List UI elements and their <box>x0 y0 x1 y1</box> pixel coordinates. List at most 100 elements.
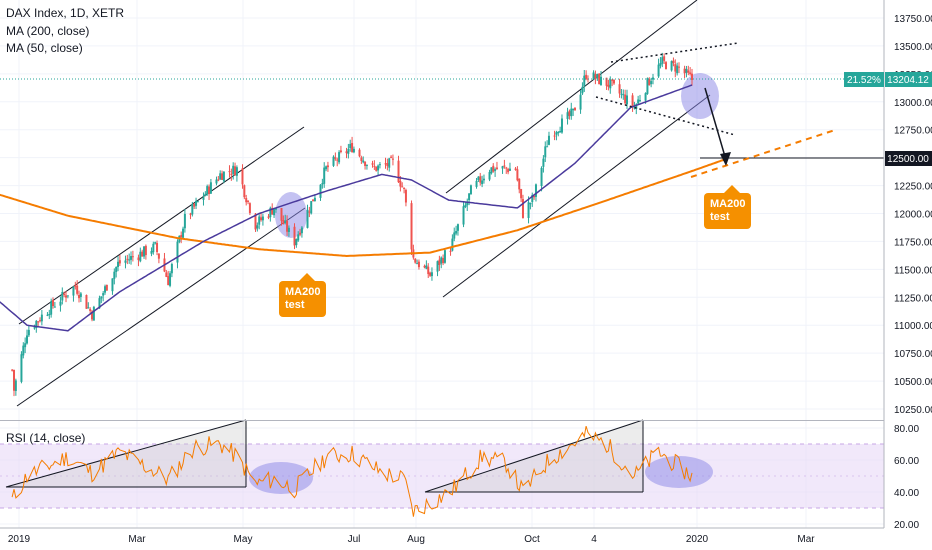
candle-up <box>113 271 116 279</box>
candle-up <box>557 131 560 134</box>
time-tick-label: Aug <box>407 534 425 545</box>
candle-up <box>35 320 38 328</box>
candle-down <box>76 285 79 294</box>
candle-up <box>128 259 131 261</box>
legend-title: DAX Index, 1D, XETR <box>6 6 125 20</box>
rsi-band-fill <box>0 444 884 508</box>
candle-up <box>501 166 504 169</box>
candle-up <box>152 243 155 253</box>
candle-up <box>475 180 478 187</box>
last-price-badge-text: 13204.12 <box>887 75 929 86</box>
candle-up <box>202 197 205 200</box>
candle-down <box>137 257 140 261</box>
candle-up <box>310 201 313 214</box>
candle-down <box>612 79 615 84</box>
candle-down <box>449 250 452 252</box>
candle-down <box>157 253 160 259</box>
candle-up <box>620 93 623 95</box>
candle-down <box>248 203 251 214</box>
price-badges: 21.52% 13204.12 12500.00 <box>0 72 932 166</box>
moving-averages <box>0 84 724 332</box>
candle-up <box>139 251 142 262</box>
callout-line1: MA200 <box>285 286 321 298</box>
candle-down <box>63 293 66 296</box>
candle-up <box>102 293 105 296</box>
candle-down <box>573 107 576 111</box>
candle-up <box>300 227 303 234</box>
price-tick-label: 10500.00 <box>894 377 932 388</box>
candle-down <box>189 213 192 215</box>
candle-up <box>347 148 350 154</box>
candle-up <box>596 74 599 79</box>
candle-down <box>533 195 536 198</box>
candle-down <box>586 78 589 80</box>
candle-up <box>206 186 209 195</box>
candle-down <box>39 320 42 322</box>
candle-up <box>651 77 654 80</box>
candle-down <box>234 166 237 176</box>
candle-up <box>599 76 602 85</box>
candle-down <box>404 189 407 203</box>
candle-up <box>195 200 198 206</box>
candle-down <box>423 265 426 268</box>
candle-up <box>274 208 277 210</box>
candle-up <box>273 209 276 216</box>
candle-down <box>442 258 445 264</box>
drawings <box>0 42 884 421</box>
candle-down <box>521 199 524 218</box>
candle-down <box>624 94 627 104</box>
candle-down <box>65 295 68 298</box>
highlight-ellipse-rsi-dec <box>645 456 713 488</box>
candle-up <box>170 264 173 274</box>
candle-up <box>235 167 238 176</box>
candle-up <box>365 164 368 166</box>
callout-ma200-test-1: MA200 test <box>279 273 327 317</box>
candle-up <box>204 193 207 196</box>
candle-down <box>518 178 521 190</box>
price-tick-label: 11500.00 <box>894 265 932 276</box>
candle-down <box>308 211 311 213</box>
highlight-ellipse-may <box>275 192 307 238</box>
candle-up <box>22 345 25 356</box>
candle-down <box>141 251 144 257</box>
candle-up <box>143 246 146 257</box>
candle-down <box>390 156 393 158</box>
candle-down <box>271 207 274 215</box>
pane-divider <box>0 420 884 421</box>
candle-up <box>436 261 439 272</box>
candle-up <box>488 172 491 180</box>
candle-up <box>430 272 433 277</box>
candle-down <box>351 142 354 153</box>
candle-down <box>13 369 16 391</box>
price-tick-label: 13000.00 <box>894 98 932 109</box>
callout-line1: MA200 <box>710 198 746 210</box>
candle-up <box>650 81 653 85</box>
candle-down <box>280 208 283 221</box>
candle-up <box>352 148 355 153</box>
candle-up <box>560 118 563 133</box>
candle-up <box>570 108 573 117</box>
candle-up <box>24 343 27 348</box>
candle-up <box>362 160 365 163</box>
candle-down <box>585 74 588 79</box>
candle-down <box>165 272 168 277</box>
candle-up <box>66 295 69 297</box>
candle-up <box>154 242 157 244</box>
candle-up <box>59 301 62 306</box>
candle-down <box>334 157 337 159</box>
candle-down <box>384 163 387 165</box>
candle-up <box>494 169 497 171</box>
callout-ma200-test-2: MA200 test <box>704 185 752 229</box>
candle-up <box>462 206 465 225</box>
candle-up <box>269 207 272 218</box>
time-tick-label: Mar <box>128 534 146 545</box>
candle-up <box>349 143 352 149</box>
candle-up <box>261 216 264 221</box>
candle-up <box>27 329 30 336</box>
candle-up <box>635 104 638 110</box>
price-tick-label: 12750.00 <box>894 126 932 137</box>
candle-up <box>657 64 660 77</box>
price-tick-label: 12000.00 <box>894 210 932 221</box>
candle-down <box>364 161 367 166</box>
